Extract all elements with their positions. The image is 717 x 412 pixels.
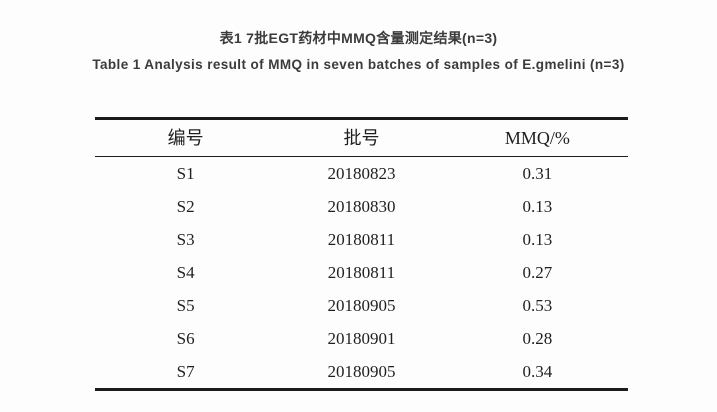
table-title-chinese: 表1 7批EGT药材中MMQ含量测定结果(n=3)	[219, 30, 498, 46]
cell-mmq-percent: 0.31	[522, 164, 553, 183]
cell-batch-number: 20180823	[327, 164, 396, 183]
cell-sample-id: S1	[176, 164, 195, 183]
cell-mmq-percent: 0.34	[522, 362, 553, 381]
table-row: S2 20180830 0.13	[95, 190, 628, 223]
header-cell-batch-number: 批号	[343, 128, 380, 148]
results-table: 编号 批号 MMQ/% S1 20180823 0.31 S2 20180830…	[95, 117, 628, 391]
table-row: S5 20180905 0.53	[95, 289, 628, 322]
cell-mmq-percent: 0.13	[522, 230, 553, 249]
cell-batch-number: 20180811	[327, 263, 396, 282]
cell-sample-id: S5	[176, 296, 195, 315]
table-header-row: 编号 批号 MMQ/%	[95, 120, 628, 157]
table-row: S3 20180811 0.13	[95, 223, 628, 256]
cell-mmq-percent: 0.53	[522, 296, 553, 315]
cell-mmq-percent: 0.27	[522, 263, 553, 282]
cell-sample-id: S2	[176, 197, 195, 216]
cell-mmq-percent: 0.28	[522, 329, 553, 348]
cell-batch-number: 20180905	[327, 296, 396, 315]
cell-sample-id: S7	[176, 362, 195, 381]
cell-batch-number: 20180830	[327, 197, 396, 216]
cell-batch-number: 20180901	[327, 329, 396, 348]
cell-batch-number: 20180905	[327, 362, 396, 381]
cell-mmq-percent: 0.13	[522, 197, 553, 216]
header-cell-sample-id: 编号	[167, 128, 204, 148]
table-title-english: Table 1 Analysis result of MMQ in seven …	[92, 57, 625, 72]
cell-sample-id: S6	[176, 329, 195, 348]
cell-sample-id: S3	[176, 230, 195, 249]
table-row: S4 20180811 0.27	[95, 256, 628, 289]
cell-sample-id: S4	[176, 263, 195, 282]
table-row: S1 20180823 0.31	[95, 157, 628, 190]
header-cell-mmq-percent: MMQ/%	[504, 128, 570, 148]
table-row: S6 20180901 0.28	[95, 322, 628, 355]
cell-batch-number: 20180811	[327, 230, 396, 249]
table-row: S7 20180905 0.34	[95, 355, 628, 388]
